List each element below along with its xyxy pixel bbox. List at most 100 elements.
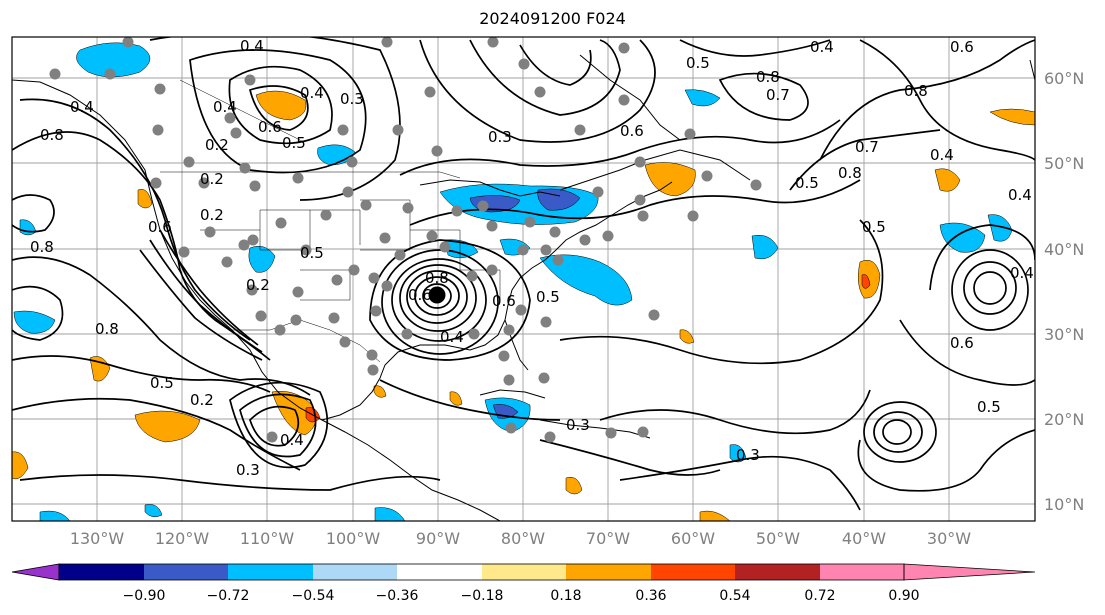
anomaly-patch — [861, 274, 871, 289]
contour-line — [19, 474, 441, 491]
station-dot — [292, 172, 304, 184]
colorbar-tick-label: −0.90 — [123, 588, 166, 604]
contour-label: 0.6 — [258, 118, 282, 136]
station-dot — [49, 68, 61, 80]
colorbar-tick-label: −0.18 — [461, 588, 504, 604]
anomaly-patch — [934, 168, 961, 192]
station-dot — [224, 112, 236, 124]
contour-line — [12, 131, 271, 361]
lon-label: 90°W — [416, 529, 460, 548]
contour-label: 0.5 — [282, 134, 306, 152]
observation-stations — [49, 37, 762, 443]
contour-label: 0.7 — [766, 86, 790, 104]
station-dot — [266, 431, 278, 443]
station-dot — [534, 86, 546, 98]
contour-line — [12, 194, 55, 233]
station-dot — [154, 83, 166, 95]
station-dot — [366, 349, 378, 361]
colorbar-segment — [651, 564, 735, 580]
lat-label: 60°N — [1044, 69, 1084, 88]
station-dot — [150, 177, 162, 189]
station-dot — [104, 68, 116, 80]
state-border — [460, 269, 501, 300]
contour-line — [12, 397, 301, 471]
station-dot — [204, 226, 216, 238]
station-dot — [249, 180, 261, 192]
station-dot — [701, 170, 713, 182]
station-dot — [684, 128, 696, 140]
station-dot — [579, 234, 591, 246]
contour-line — [159, 229, 259, 346]
station-dot — [342, 186, 354, 198]
contour-line — [399, 119, 841, 176]
contour-label: 0.3 — [236, 461, 260, 479]
province-border — [179, 79, 301, 141]
contour-line — [469, 39, 621, 116]
contour-line — [679, 39, 831, 57]
anomaly-patch — [565, 477, 583, 495]
station-dot — [244, 74, 256, 86]
colorbar-segment — [144, 564, 228, 580]
colorbar-tick-label: −0.36 — [376, 588, 419, 604]
state-border — [300, 269, 351, 301]
coastlines — [12, 54, 1035, 521]
colorbar-segment — [482, 564, 566, 580]
contour-line — [228, 65, 333, 145]
hudson-bay-coast — [579, 54, 681, 141]
station-dot — [637, 210, 649, 222]
station-dot — [238, 239, 250, 251]
contour-line — [863, 401, 937, 463]
station-dot — [401, 328, 413, 340]
contour-line — [422, 283, 452, 309]
political-borders — [160, 79, 501, 363]
anomaly-patch — [679, 329, 695, 344]
contour-line — [19, 98, 251, 341]
anomaly-patch — [373, 385, 387, 398]
caribbean-islands — [539, 419, 651, 439]
colorbar-tick-label: 0.36 — [635, 588, 666, 604]
lon-label: 110°W — [240, 529, 295, 548]
lat-label: 40°N — [1044, 240, 1084, 259]
station-dot — [381, 280, 393, 292]
anomaly-patch — [729, 444, 747, 463]
contour-line — [789, 129, 941, 191]
station-dot — [183, 156, 195, 168]
station-dot — [290, 314, 302, 326]
colorbar-extend-high — [903, 563, 1036, 581]
anomaly-patch — [144, 504, 163, 518]
contour-line — [963, 261, 1017, 315]
station-dot — [274, 324, 286, 336]
station-dot — [320, 209, 332, 221]
station-dot — [178, 246, 190, 258]
lat-label: 50°N — [1044, 154, 1084, 173]
contour-line — [149, 37, 401, 201]
station-dot — [687, 210, 699, 222]
anomaly-patch — [449, 391, 463, 406]
station-dot — [152, 124, 164, 136]
contour-label: 0.4 — [300, 84, 324, 102]
lat-label: 10°N — [1044, 495, 1084, 514]
contour-line — [899, 319, 1035, 386]
contour-label: 0.5 — [686, 54, 710, 72]
contour-label: 0.5 — [300, 244, 324, 262]
anomaly-patch — [857, 259, 881, 299]
anomaly-patch — [137, 189, 153, 209]
station-dot — [246, 284, 258, 296]
contour-line — [239, 393, 317, 458]
colorbar: −0.90 −0.72 −0.54 −0.36 −0.18 0.18 0.36 … — [11, 563, 1036, 604]
station-dot — [648, 309, 660, 321]
lon-label: 70°W — [586, 529, 630, 548]
lon-label: 60°W — [671, 529, 715, 548]
contour-line — [951, 249, 1029, 331]
colorbar-tick-label: −0.72 — [207, 588, 250, 604]
anomaly-patch — [539, 254, 633, 306]
station-dot — [605, 427, 617, 439]
station-dot — [518, 58, 530, 70]
colorbar-segment — [313, 564, 397, 580]
station-dot — [503, 374, 515, 386]
anomaly-patch — [317, 144, 356, 166]
contour-label: 0.6 — [148, 218, 172, 236]
contour-line — [149, 239, 263, 353]
station-dot — [540, 316, 552, 328]
lon-label: 130°W — [70, 529, 125, 548]
